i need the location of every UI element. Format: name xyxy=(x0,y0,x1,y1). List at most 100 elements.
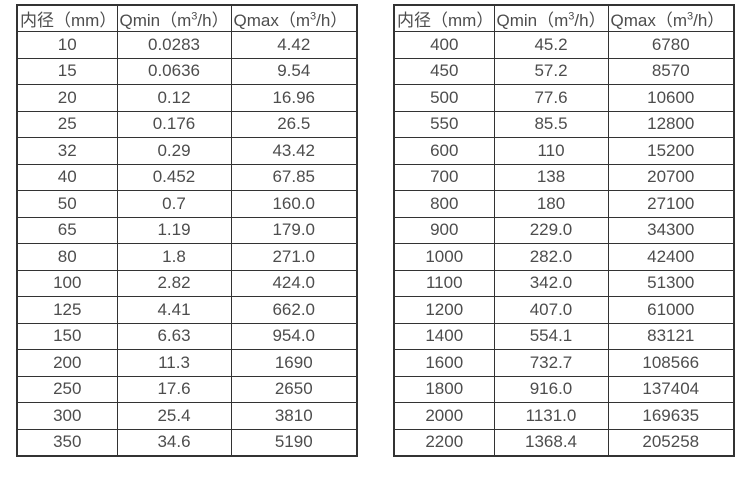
table-cell: 2200 xyxy=(393,428,495,456)
table-cell: 10600 xyxy=(607,84,735,112)
table-cell: 2650 xyxy=(230,375,358,403)
table-cell: 1131.0 xyxy=(493,402,609,430)
table-row: 250 17.6 2650 xyxy=(16,375,358,403)
table-cell: 1.8 xyxy=(116,243,232,271)
table-cell: 57.2 xyxy=(493,57,609,85)
table-cell: 282.0 xyxy=(493,243,609,271)
table-row: 800 180 27100 xyxy=(393,190,735,218)
table-cell: 342.0 xyxy=(493,269,609,297)
table-row: 350 34.6 5190 xyxy=(16,428,358,456)
table-row: 2000 1131.0 169635 xyxy=(393,402,735,430)
table-row: 900 229.0 34300 xyxy=(393,216,735,244)
table-cell: 662.0 xyxy=(230,296,358,324)
header-qmax: Qmax（m3/h） xyxy=(607,4,735,32)
table-cell: 732.7 xyxy=(493,349,609,377)
table-cell: 25.4 xyxy=(116,402,232,430)
table-cell: 61000 xyxy=(607,296,735,324)
table-cell: 500 xyxy=(393,84,495,112)
table-row: 200 11.3 1690 xyxy=(16,349,358,377)
table-cell: 954.0 xyxy=(230,322,358,350)
table-row: 20 0.12 16.96 xyxy=(16,84,358,112)
table-cell: 20700 xyxy=(607,163,735,191)
table-cell: 138 xyxy=(493,163,609,191)
table-cell: 80 xyxy=(16,243,118,271)
table-cell: 1.19 xyxy=(116,216,232,244)
flow-table-right: 内径（mm） Qmin（m3/h） Qmax（m3/h） 400 45.2 6780… xyxy=(393,4,735,457)
table-row: 32 0.29 43.42 xyxy=(16,137,358,165)
table-cell: 1690 xyxy=(230,349,358,377)
table-cell: 407.0 xyxy=(493,296,609,324)
table-cell: 0.0636 xyxy=(116,57,232,85)
table-cell: 20 xyxy=(16,84,118,112)
table-cell: 6.63 xyxy=(116,322,232,350)
table-row: 15 0.0636 9.54 xyxy=(16,57,358,85)
table-cell: 11.3 xyxy=(116,349,232,377)
table-row: 50 0.7 160.0 xyxy=(16,190,358,218)
table-cell: 2.82 xyxy=(116,269,232,297)
table-cell: 2000 xyxy=(393,402,495,430)
table-cell: 6780 xyxy=(607,31,735,59)
table-row: 500 77.6 10600 xyxy=(393,84,735,112)
table-cell: 51300 xyxy=(607,269,735,297)
table-cell: 160.0 xyxy=(230,190,358,218)
table-cell: 400 xyxy=(393,31,495,59)
header-diameter: 内径（mm） xyxy=(16,4,118,32)
table-row: 450 57.2 8570 xyxy=(393,57,735,85)
table-cell: 9.54 xyxy=(230,57,358,85)
table-cell: 600 xyxy=(393,137,495,165)
table-row: 125 4.41 662.0 xyxy=(16,296,358,324)
table-cell: 350 xyxy=(16,428,118,456)
table-cell: 150 xyxy=(16,322,118,350)
table-cell: 180 xyxy=(493,190,609,218)
header-diameter: 内径（mm） xyxy=(393,4,495,32)
table-cell: 205258 xyxy=(607,428,735,456)
table-cell: 800 xyxy=(393,190,495,218)
table-cell: 12800 xyxy=(607,110,735,138)
table-row: 25 0.176 26.5 xyxy=(16,110,358,138)
table-cell: 424.0 xyxy=(230,269,358,297)
table-cell: 916.0 xyxy=(493,375,609,403)
table-cell: 25 xyxy=(16,110,118,138)
header-qmax: Qmax（m3/h） xyxy=(230,4,358,32)
table-cell: 43.42 xyxy=(230,137,358,165)
table-cell: 0.176 xyxy=(116,110,232,138)
table-cell: 67.85 xyxy=(230,163,358,191)
table-row: 1000 282.0 42400 xyxy=(393,243,735,271)
table-cell: 26.5 xyxy=(230,110,358,138)
table-cell: 4.41 xyxy=(116,296,232,324)
table-row: 1100 342.0 51300 xyxy=(393,269,735,297)
table-cell: 700 xyxy=(393,163,495,191)
table-cell: 65 xyxy=(16,216,118,244)
table-cell: 32 xyxy=(16,137,118,165)
table-cell: 200 xyxy=(16,349,118,377)
table-cell: 10 xyxy=(16,31,118,59)
table-cell: 1600 xyxy=(393,349,495,377)
table-cell: 0.7 xyxy=(116,190,232,218)
table-cell: 900 xyxy=(393,216,495,244)
table-cell: 125 xyxy=(16,296,118,324)
table-cell: 108566 xyxy=(607,349,735,377)
table-body-0: 10 0.0283 4.42 15 0.0636 9.54 20 0.12 16.96 25 0.1… xyxy=(16,31,358,456)
table-cell: 0.452 xyxy=(116,163,232,191)
table-cell: 137404 xyxy=(607,375,735,403)
table-cell: 229.0 xyxy=(493,216,609,244)
table-cell: 8570 xyxy=(607,57,735,85)
table-cell: 110 xyxy=(493,137,609,165)
table-cell: 554.1 xyxy=(493,322,609,350)
table-cell: 15 xyxy=(16,57,118,85)
table-row: 10 0.0283 4.42 xyxy=(16,31,358,59)
table-cell: 1400 xyxy=(393,322,495,350)
table-row: 2200 1368.4 205258 xyxy=(393,428,735,456)
table-cell: 34.6 xyxy=(116,428,232,456)
table-cell: 27100 xyxy=(607,190,735,218)
table-cell: 271.0 xyxy=(230,243,358,271)
table-cell: 179.0 xyxy=(230,216,358,244)
table-cell: 16.96 xyxy=(230,84,358,112)
table-cell: 0.12 xyxy=(116,84,232,112)
header-qmin: Qmin（m3/h） xyxy=(116,4,232,32)
table-cell: 50 xyxy=(16,190,118,218)
table-cell: 5190 xyxy=(230,428,358,456)
table-header-row: 内径（mm） Qmin（m3/h） Qmax（m3/h） xyxy=(16,4,358,32)
table-cell: 4.42 xyxy=(230,31,358,59)
